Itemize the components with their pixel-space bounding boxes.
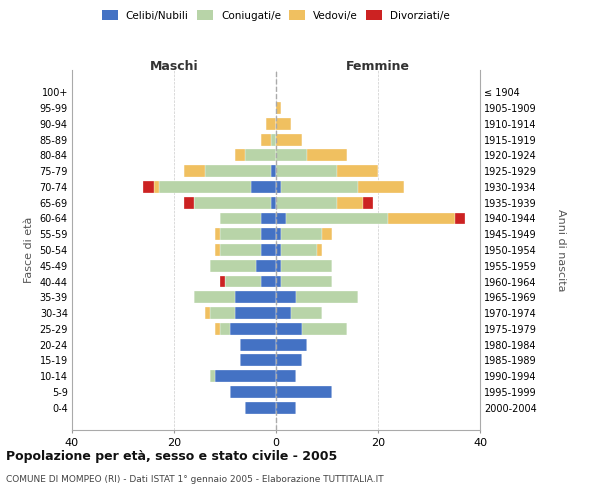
Text: COMUNE DI MOMPEO (RI) - Dati ISTAT 1° gennaio 2005 - Elaborazione TUTTITALIA.IT: COMUNE DI MOMPEO (RI) - Dati ISTAT 1° ge…	[6, 475, 383, 484]
Bar	[266, 118, 276, 130]
Bar	[276, 228, 281, 240]
Bar	[240, 338, 276, 350]
Bar	[276, 307, 292, 319]
Bar	[292, 307, 322, 319]
Bar	[286, 212, 388, 224]
Bar	[322, 228, 332, 240]
Bar	[362, 197, 373, 208]
Bar	[276, 354, 302, 366]
Bar	[260, 228, 276, 240]
Bar	[220, 228, 260, 240]
Bar	[271, 134, 276, 145]
Bar	[281, 228, 322, 240]
Y-axis label: Fasce di età: Fasce di età	[24, 217, 34, 283]
Bar	[205, 165, 271, 177]
Bar	[276, 244, 281, 256]
Bar	[276, 402, 296, 413]
Bar	[302, 323, 347, 335]
Bar	[337, 197, 362, 208]
Bar	[215, 244, 220, 256]
Bar	[235, 292, 276, 303]
Bar	[276, 276, 281, 287]
Bar	[307, 150, 347, 162]
Bar	[184, 197, 194, 208]
Bar	[220, 244, 260, 256]
Bar	[281, 276, 332, 287]
Bar	[260, 134, 271, 145]
Text: Femmine: Femmine	[346, 60, 410, 74]
Bar	[281, 260, 332, 272]
Bar	[276, 102, 281, 114]
Bar	[276, 134, 302, 145]
Bar	[251, 181, 276, 193]
Bar	[276, 150, 307, 162]
Bar	[337, 165, 378, 177]
Bar	[205, 307, 210, 319]
Bar	[245, 402, 276, 413]
Bar	[194, 197, 271, 208]
Bar	[240, 354, 276, 366]
Bar	[230, 386, 276, 398]
Bar	[220, 323, 230, 335]
Bar	[388, 212, 455, 224]
Y-axis label: Anni di nascita: Anni di nascita	[556, 209, 566, 291]
Bar	[276, 292, 296, 303]
Bar	[271, 197, 276, 208]
Bar	[215, 370, 276, 382]
Bar	[317, 244, 322, 256]
Bar	[260, 276, 276, 287]
Bar	[225, 276, 260, 287]
Bar	[260, 244, 276, 256]
Bar	[276, 118, 292, 130]
Bar	[215, 228, 220, 240]
Bar	[276, 386, 332, 398]
Bar	[210, 307, 235, 319]
Bar	[220, 212, 260, 224]
Bar	[455, 212, 465, 224]
Legend: Celibi/Nubili, Coniugati/e, Vedovi/e, Divorziati/e: Celibi/Nubili, Coniugati/e, Vedovi/e, Di…	[102, 10, 450, 20]
Bar	[276, 212, 286, 224]
Bar	[230, 323, 276, 335]
Bar	[245, 150, 276, 162]
Bar	[276, 181, 281, 193]
Bar	[256, 260, 276, 272]
Bar	[260, 212, 276, 224]
Bar	[154, 181, 158, 193]
Text: Popolazione per età, sesso e stato civile - 2005: Popolazione per età, sesso e stato civil…	[6, 450, 337, 463]
Bar	[210, 260, 256, 272]
Bar	[184, 165, 205, 177]
Bar	[194, 292, 235, 303]
Bar	[215, 323, 220, 335]
Bar	[281, 244, 317, 256]
Bar	[276, 338, 307, 350]
Bar	[235, 150, 245, 162]
Bar	[276, 197, 337, 208]
Bar	[271, 165, 276, 177]
Text: Maschi: Maschi	[149, 60, 199, 74]
Bar	[210, 370, 215, 382]
Bar	[276, 370, 296, 382]
Bar	[158, 181, 251, 193]
Bar	[281, 181, 358, 193]
Bar	[296, 292, 358, 303]
Bar	[235, 307, 276, 319]
Bar	[358, 181, 404, 193]
Bar	[220, 276, 225, 287]
Bar	[276, 165, 337, 177]
Bar	[276, 260, 281, 272]
Bar	[276, 323, 302, 335]
Bar	[143, 181, 154, 193]
